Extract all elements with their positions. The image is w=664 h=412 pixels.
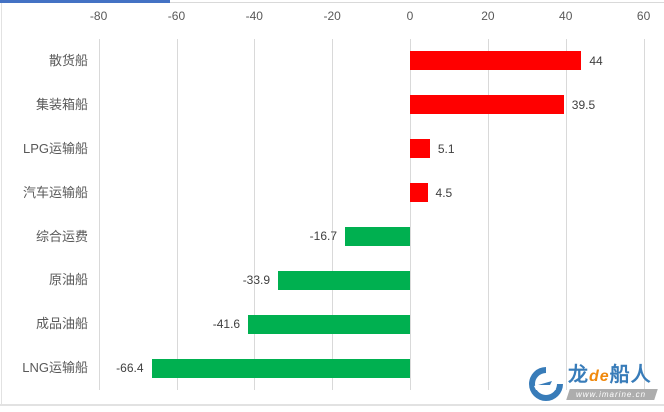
gridline bbox=[98, 39, 100, 390]
x-tick-label: -80 bbox=[89, 9, 108, 23]
bar bbox=[345, 226, 410, 246]
category-label: 汽车运输船 bbox=[22, 184, 88, 200]
watermark: 龙de船人 www.imarine.cn bbox=[526, 364, 658, 404]
x-tick-label: 40 bbox=[559, 9, 573, 23]
value-label: -33.9 bbox=[242, 273, 271, 288]
left-border bbox=[1, 3, 2, 406]
gridline bbox=[565, 39, 567, 390]
value-label: 4.5 bbox=[435, 185, 453, 200]
x-tick-label: 60 bbox=[636, 9, 651, 23]
gridline bbox=[643, 39, 645, 390]
category-label: 综合运费 bbox=[35, 228, 88, 244]
bar bbox=[410, 183, 428, 203]
watermark-url-banner: www.imarine.cn bbox=[566, 389, 658, 400]
value-label: 39.5 bbox=[571, 97, 596, 112]
bar bbox=[410, 51, 582, 71]
value-label: 44 bbox=[589, 53, 603, 68]
bar bbox=[410, 95, 564, 115]
value-label: -41.6 bbox=[212, 317, 241, 332]
top-border bbox=[170, 2, 664, 3]
gridline bbox=[176, 39, 178, 390]
bar bbox=[151, 358, 410, 378]
category-label: 散货船 bbox=[48, 53, 88, 68]
x-tick-label: 20 bbox=[481, 9, 495, 23]
x-tick-label: -20 bbox=[323, 9, 341, 23]
x-tick-label: -60 bbox=[167, 9, 186, 23]
watermark-brand: 龙de船人 bbox=[568, 364, 652, 388]
top-accent-line bbox=[0, 0, 170, 3]
watermark-brand-zh1: 龙 bbox=[567, 364, 589, 386]
bar bbox=[278, 270, 411, 290]
category-label: LNG运输船 bbox=[22, 360, 88, 376]
gridline bbox=[332, 39, 334, 390]
watermark-url: www.imarine.cn bbox=[575, 390, 646, 399]
value-label: -66.4 bbox=[116, 361, 144, 376]
value-label: 5.1 bbox=[437, 141, 455, 156]
gridline bbox=[254, 39, 256, 390]
category-label: LPG运输船 bbox=[22, 140, 88, 156]
category-label: 集装箱船 bbox=[35, 96, 88, 112]
x-tick-label: -40 bbox=[245, 9, 263, 23]
ship-logo-icon bbox=[528, 367, 563, 401]
x-tick-label: 0 bbox=[406, 9, 414, 23]
bottom-border bbox=[0, 404, 664, 406]
category-label: 成品油船 bbox=[35, 316, 88, 332]
bar bbox=[410, 139, 430, 159]
gridline bbox=[487, 39, 489, 390]
watermark-brand-de: de bbox=[588, 368, 610, 385]
category-label: 原油船 bbox=[48, 272, 88, 288]
value-label: -16.7 bbox=[309, 229, 338, 244]
gridline bbox=[410, 39, 411, 390]
watermark-brand-zh2: 船人 bbox=[609, 364, 652, 386]
bar bbox=[248, 314, 410, 334]
